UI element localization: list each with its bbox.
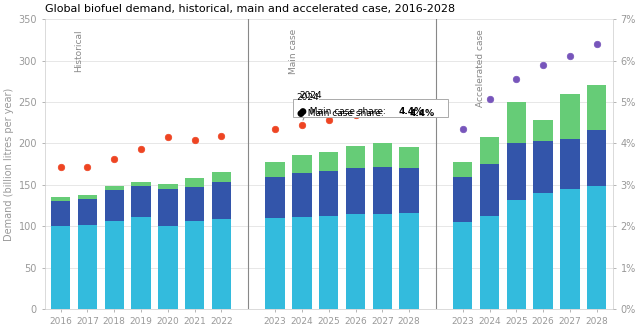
- Bar: [399, 213, 419, 309]
- Text: Global biofuel demand, historical, main and accelerated case, 2016-2028: Global biofuel demand, historical, main …: [45, 4, 455, 14]
- Point: [484, 96, 495, 101]
- Bar: [185, 186, 204, 221]
- Bar: [399, 168, 419, 213]
- Bar: [507, 200, 526, 309]
- Bar: [158, 226, 177, 309]
- Bar: [185, 178, 204, 186]
- Text: ● Main case share:: ● Main case share:: [300, 107, 392, 116]
- Bar: [480, 164, 499, 216]
- Bar: [587, 84, 606, 130]
- Text: 2024: 2024: [300, 91, 322, 100]
- Bar: [266, 177, 285, 218]
- Bar: [212, 173, 231, 182]
- Bar: [78, 195, 97, 199]
- Bar: [292, 155, 312, 173]
- Point: [216, 133, 227, 139]
- Point: [511, 76, 522, 82]
- Point: [377, 109, 387, 115]
- Point: [297, 122, 307, 128]
- Text: 4.4%: 4.4%: [409, 109, 435, 117]
- Bar: [534, 120, 553, 141]
- Bar: [453, 177, 472, 222]
- Point: [270, 126, 280, 131]
- Bar: [560, 189, 580, 309]
- FancyBboxPatch shape: [292, 99, 448, 117]
- Bar: [560, 139, 580, 189]
- Text: Historical: Historical: [74, 29, 83, 72]
- Bar: [507, 102, 526, 144]
- Bar: [319, 152, 339, 171]
- Point: [565, 54, 575, 59]
- Point: [83, 164, 93, 169]
- Text: Main case: Main case: [289, 29, 298, 74]
- Bar: [158, 184, 177, 189]
- Bar: [131, 182, 151, 186]
- Bar: [587, 186, 606, 309]
- Bar: [534, 193, 553, 309]
- Point: [458, 126, 468, 131]
- Bar: [587, 130, 606, 186]
- Point: [538, 62, 548, 67]
- Text: Accelerated case: Accelerated case: [476, 29, 485, 107]
- Bar: [453, 162, 472, 177]
- Text: 2024: 2024: [296, 93, 319, 102]
- Bar: [51, 226, 70, 309]
- Bar: [319, 171, 339, 216]
- Bar: [372, 167, 392, 214]
- Bar: [185, 221, 204, 309]
- Point: [591, 41, 602, 47]
- Bar: [158, 189, 177, 226]
- Bar: [346, 146, 365, 168]
- Bar: [346, 168, 365, 214]
- Point: [109, 156, 120, 162]
- Text: ● Main case share:: ● Main case share:: [296, 109, 386, 117]
- Bar: [266, 162, 285, 177]
- Bar: [78, 199, 97, 225]
- Point: [324, 117, 334, 123]
- Bar: [131, 217, 151, 309]
- Bar: [372, 214, 392, 309]
- Bar: [399, 147, 419, 168]
- Bar: [534, 141, 553, 193]
- Bar: [78, 225, 97, 309]
- Bar: [104, 186, 124, 190]
- Y-axis label: Demand (billion litres per year): Demand (billion litres per year): [4, 87, 14, 241]
- Bar: [104, 190, 124, 221]
- Bar: [292, 217, 312, 309]
- Bar: [51, 201, 70, 226]
- Bar: [104, 221, 124, 309]
- Bar: [292, 173, 312, 217]
- Bar: [319, 216, 339, 309]
- Point: [136, 147, 146, 152]
- Bar: [453, 222, 472, 309]
- Point: [56, 164, 66, 169]
- Point: [350, 113, 360, 118]
- Bar: [266, 218, 285, 309]
- Bar: [372, 144, 392, 167]
- Point: [189, 138, 200, 143]
- Bar: [51, 197, 70, 201]
- Bar: [212, 182, 231, 219]
- Point: [163, 134, 173, 140]
- Point: [404, 104, 414, 110]
- Bar: [480, 137, 499, 164]
- Bar: [212, 219, 231, 309]
- Bar: [346, 214, 365, 309]
- Bar: [480, 216, 499, 309]
- Bar: [131, 186, 151, 217]
- Bar: [507, 144, 526, 200]
- Text: 4.4%: 4.4%: [398, 107, 424, 116]
- Bar: [560, 94, 580, 139]
